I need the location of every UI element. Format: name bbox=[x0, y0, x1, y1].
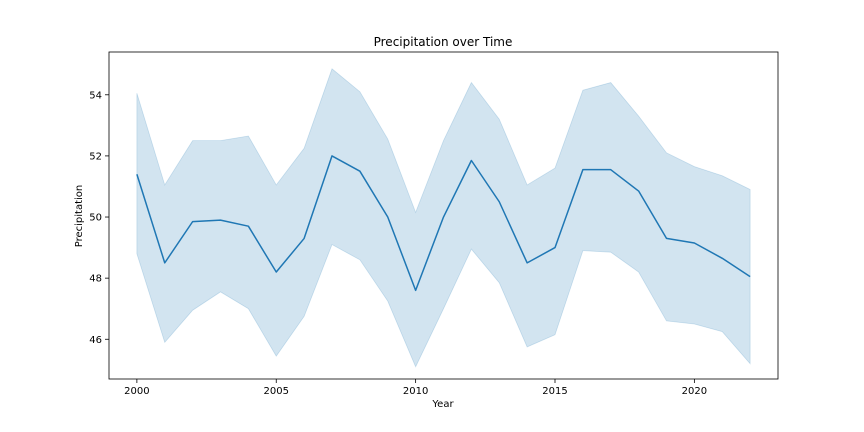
x-axis-ticks: 2000 2005 2010 2015 2020 bbox=[124, 379, 707, 397]
chart-title: Precipitation over Time bbox=[374, 35, 513, 49]
y-tick-label: 48 bbox=[89, 274, 102, 285]
y-tick-label: 52 bbox=[89, 151, 102, 162]
y-tick-label: 50 bbox=[89, 213, 102, 224]
series-line-layer bbox=[136, 155, 751, 292]
y-tick-label: 54 bbox=[89, 90, 102, 101]
x-tick-label: 2020 bbox=[682, 386, 707, 397]
y-axis-label: Precipitation bbox=[74, 185, 85, 248]
x-tick-label: 2010 bbox=[403, 386, 428, 397]
y-axis-ticks: 46 48 50 52 54 bbox=[89, 90, 109, 346]
x-tick-label: 2015 bbox=[542, 386, 567, 397]
x-axis-label: Year bbox=[431, 399, 454, 410]
x-tick-label: 2005 bbox=[264, 386, 289, 397]
plot-area-frame bbox=[108, 51, 779, 380]
y-tick-label: 46 bbox=[89, 335, 102, 346]
x-tick-label: 2000 bbox=[124, 386, 149, 397]
